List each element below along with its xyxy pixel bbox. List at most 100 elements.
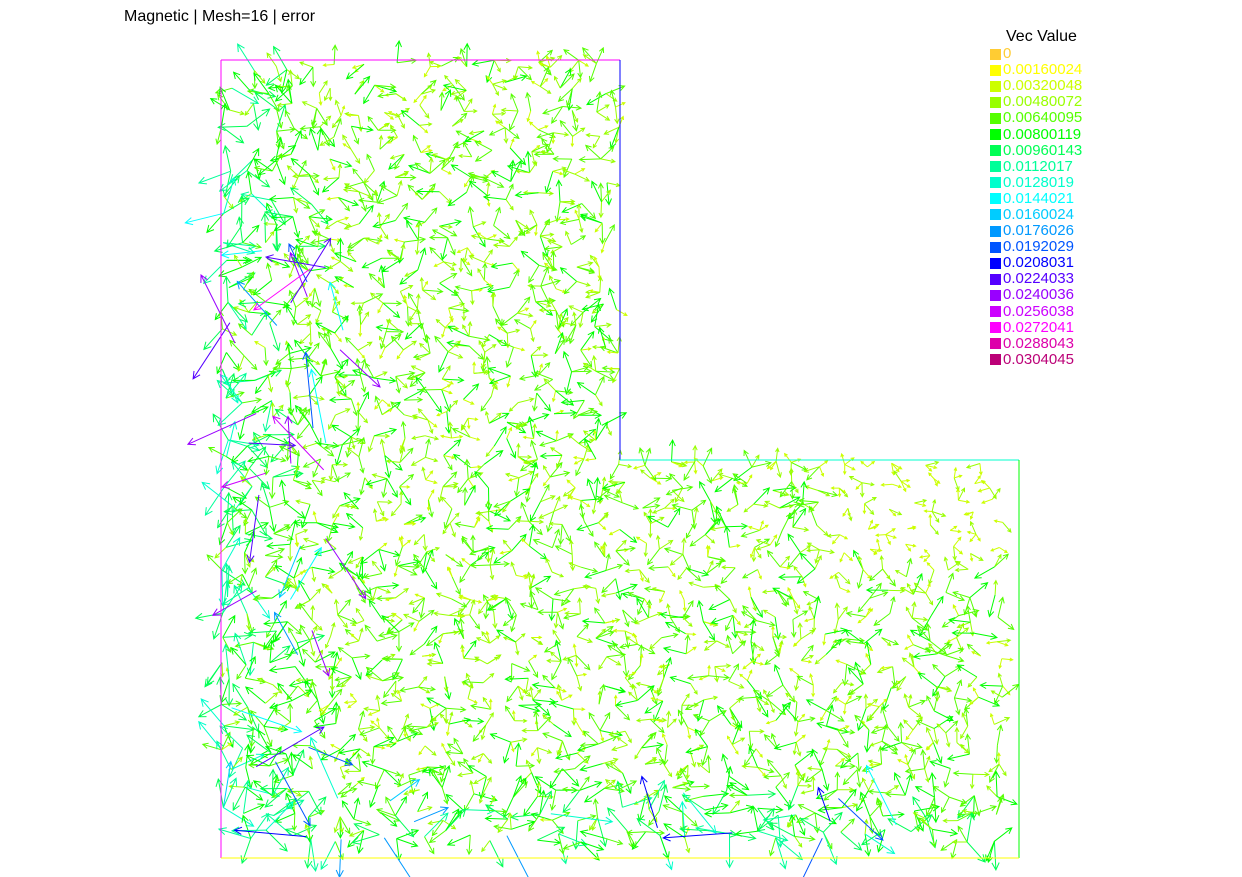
field-arrow bbox=[508, 402, 519, 412]
field-arrow bbox=[271, 584, 292, 599]
field-arrow bbox=[318, 704, 330, 712]
field-arrow bbox=[829, 571, 839, 579]
field-arrow bbox=[471, 288, 483, 292]
field-arrow bbox=[650, 472, 662, 479]
field-arrow bbox=[483, 249, 493, 263]
field-arrow bbox=[575, 458, 585, 477]
field-arrow bbox=[396, 829, 420, 840]
field-arrow bbox=[274, 813, 295, 823]
field-arrow bbox=[484, 343, 497, 353]
field-arrow bbox=[731, 723, 741, 745]
field-arrow bbox=[586, 93, 607, 106]
field-arrow bbox=[333, 816, 341, 834]
field-arrow bbox=[353, 822, 380, 836]
field-arrow bbox=[653, 700, 664, 723]
field-arrow bbox=[372, 220, 396, 229]
field-arrow bbox=[277, 682, 293, 701]
field-arrow bbox=[996, 641, 1009, 647]
field-arrow bbox=[844, 464, 856, 471]
field-arrow bbox=[494, 57, 512, 64]
field-arrow bbox=[989, 712, 995, 725]
field-arrow bbox=[242, 271, 255, 291]
field-arrow bbox=[915, 720, 935, 729]
field-arrow bbox=[867, 759, 882, 765]
field-arrow bbox=[650, 477, 662, 485]
field-arrow bbox=[681, 794, 706, 811]
field-arrow bbox=[200, 274, 236, 344]
field-arrow bbox=[517, 66, 533, 81]
field-arrow bbox=[995, 793, 1005, 815]
field-arrow bbox=[888, 588, 906, 594]
field-arrow bbox=[616, 335, 622, 354]
field-arrow bbox=[399, 485, 411, 489]
field-arrow bbox=[395, 93, 407, 102]
field-arrow bbox=[755, 538, 771, 546]
field-arrow bbox=[244, 552, 251, 568]
field-arrow bbox=[847, 683, 864, 696]
field-arrow bbox=[639, 653, 644, 666]
field-arrow bbox=[487, 656, 500, 665]
field-arrow bbox=[669, 473, 684, 489]
field-arrow bbox=[269, 645, 291, 664]
field-arrow bbox=[672, 786, 692, 792]
field-arrow bbox=[504, 596, 517, 616]
field-arrow bbox=[536, 392, 552, 412]
field-arrow bbox=[678, 825, 708, 834]
field-arrow bbox=[304, 839, 313, 869]
field-arrow bbox=[588, 711, 601, 731]
field-arrow bbox=[570, 235, 587, 245]
field-arrow bbox=[503, 797, 514, 819]
field-arrow bbox=[387, 111, 399, 117]
field-arrow bbox=[376, 633, 398, 642]
field-arrow bbox=[466, 834, 473, 856]
field-arrow bbox=[424, 812, 449, 838]
field-arrow bbox=[598, 683, 606, 705]
field-arrow bbox=[247, 707, 254, 725]
field-arrow bbox=[906, 582, 914, 595]
field-arrow bbox=[232, 71, 250, 90]
field-arrow bbox=[430, 64, 441, 69]
field-arrow bbox=[540, 86, 552, 94]
field-arrow bbox=[439, 765, 447, 783]
field-arrow bbox=[469, 436, 481, 441]
legend-item: 0.0192029 bbox=[990, 239, 1082, 255]
field-arrow bbox=[904, 773, 913, 796]
field-arrow bbox=[663, 823, 686, 839]
field-arrow bbox=[347, 700, 357, 709]
field-arrow bbox=[946, 753, 970, 762]
field-arrow bbox=[375, 808, 396, 817]
field-arrow bbox=[411, 414, 429, 421]
field-arrow bbox=[239, 475, 253, 487]
field-arrow bbox=[929, 640, 948, 655]
field-arrow bbox=[643, 511, 651, 524]
legend-swatch bbox=[990, 193, 1001, 205]
field-arrow bbox=[412, 134, 422, 153]
field-arrow bbox=[694, 728, 709, 747]
field-arrow bbox=[864, 729, 871, 753]
field-arrow bbox=[330, 744, 341, 751]
field-arrow bbox=[804, 769, 823, 783]
field-arrow bbox=[662, 832, 733, 842]
field-arrow bbox=[292, 464, 300, 481]
field-arrow bbox=[648, 564, 669, 571]
field-arrow bbox=[609, 127, 620, 150]
field-arrow bbox=[841, 682, 855, 687]
field-arrow bbox=[963, 707, 970, 727]
field-arrow bbox=[998, 658, 1003, 670]
field-arrow bbox=[561, 740, 571, 761]
field-arrow bbox=[338, 197, 360, 207]
field-arrow bbox=[969, 553, 974, 562]
field-arrow bbox=[373, 741, 397, 748]
field-arrow bbox=[633, 633, 638, 645]
field-arrow bbox=[896, 676, 907, 692]
field-arrow bbox=[206, 554, 223, 571]
field-arrow bbox=[478, 339, 486, 353]
field-arrow bbox=[474, 656, 488, 665]
legend-swatch bbox=[990, 161, 1001, 173]
field-arrow bbox=[579, 214, 603, 224]
field-arrow bbox=[378, 276, 385, 289]
field-arrow bbox=[881, 740, 898, 755]
field-arrow bbox=[650, 696, 663, 702]
field-arrow bbox=[311, 630, 331, 677]
field-arrow bbox=[689, 751, 697, 768]
